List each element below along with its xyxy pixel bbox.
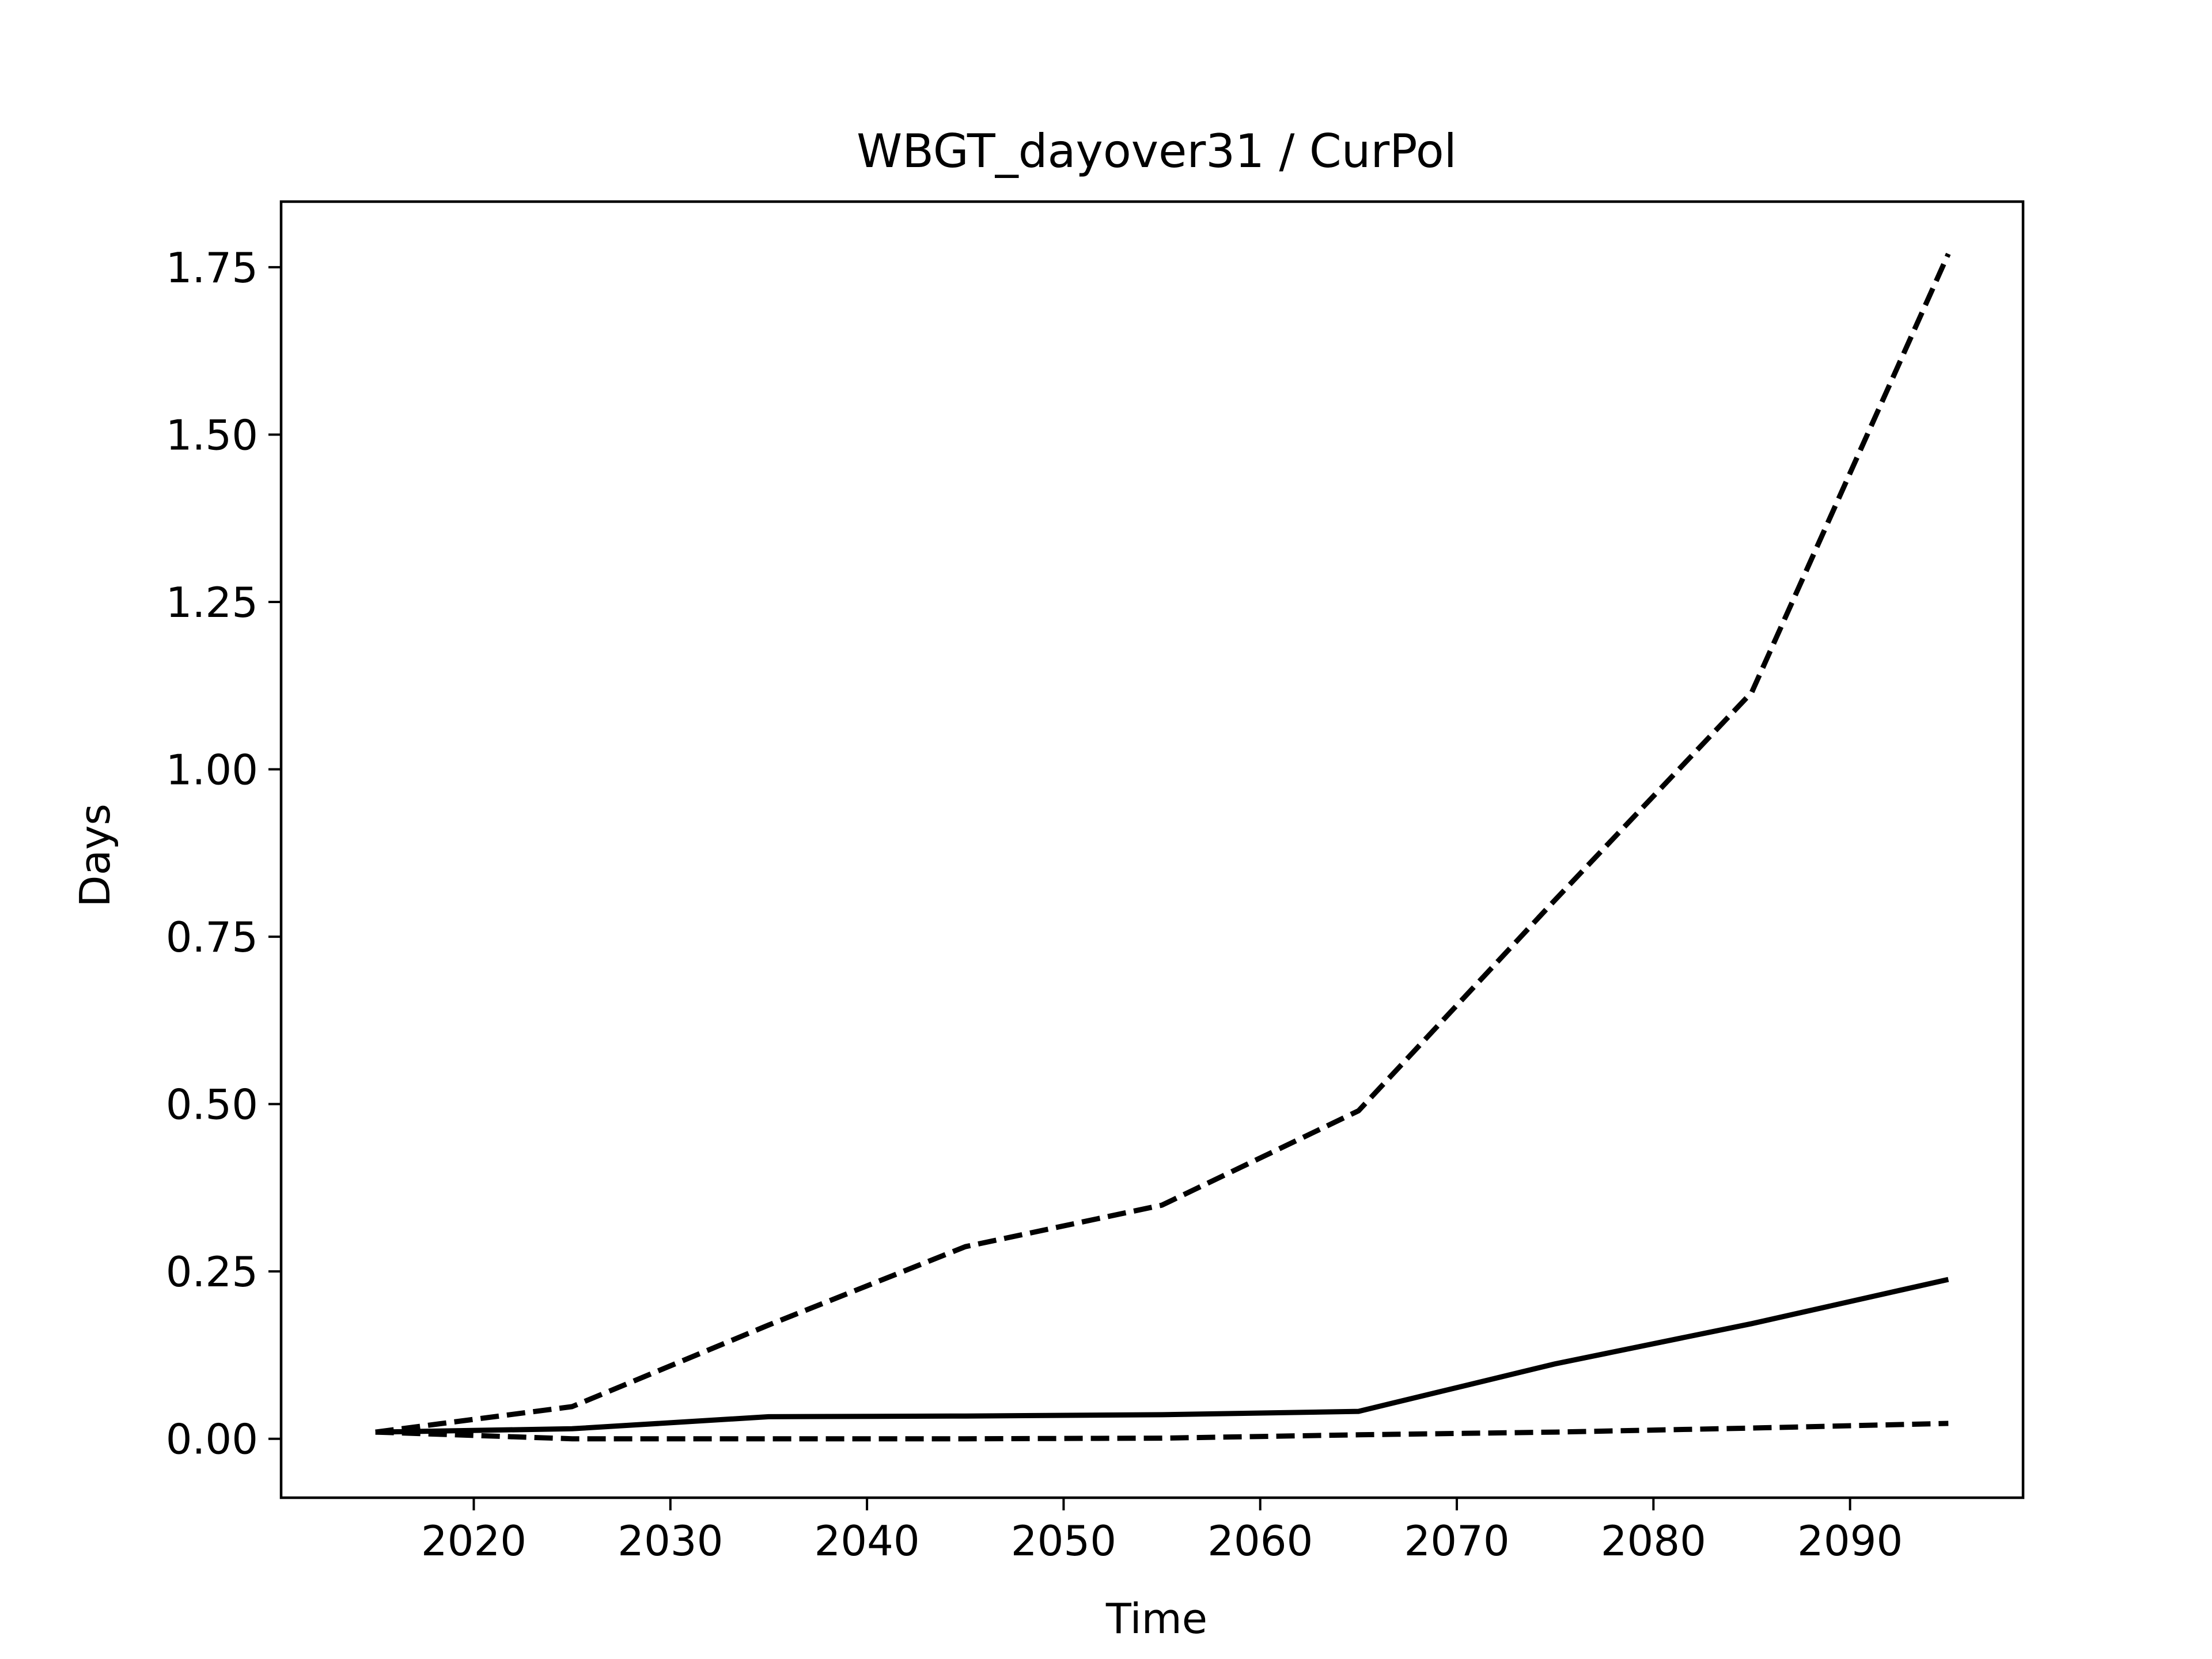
y-tick-label: 0.00 bbox=[166, 1415, 258, 1464]
y-tick-label: 0.50 bbox=[166, 1081, 258, 1129]
series-line-1 bbox=[375, 1277, 1949, 1435]
x-axis: 2020 2030 2040 2050 2060 2070 2080 2090 bbox=[421, 1498, 1903, 1565]
series-line-2 bbox=[375, 252, 1951, 1435]
y-tick-label: 1.50 bbox=[166, 411, 258, 459]
x-tick-label: 2050 bbox=[1011, 1517, 1116, 1565]
y-axis-label: Days bbox=[71, 804, 119, 907]
y-tick-label: 0.25 bbox=[166, 1248, 258, 1296]
x-tick-label: 2060 bbox=[1207, 1517, 1313, 1565]
x-tick-label: 2070 bbox=[1404, 1517, 1509, 1565]
series-line-3 bbox=[375, 1421, 1949, 1442]
x-axis-label: Time bbox=[1105, 1594, 1207, 1643]
y-tick-label: 1.75 bbox=[166, 244, 258, 292]
y-tick-label: 1.25 bbox=[166, 578, 258, 627]
x-tick-label: 2040 bbox=[814, 1517, 919, 1565]
chart-title: WBGT_dayover31 / CurPol bbox=[857, 124, 1457, 178]
x-tick-label: 2080 bbox=[1601, 1517, 1706, 1565]
y-tick-label: 1.00 bbox=[166, 746, 258, 794]
y-tick-label: 0.75 bbox=[166, 913, 258, 961]
y-axis: 0.00 0.25 0.50 0.75 1.00 1.25 1.50 1.75 bbox=[166, 244, 281, 1464]
axes-frame bbox=[279, 200, 2025, 1499]
x-tick-label: 2030 bbox=[618, 1517, 723, 1565]
x-tick-label: 2090 bbox=[1797, 1517, 1903, 1565]
plot-area bbox=[375, 252, 1951, 1442]
x-tick-label: 2020 bbox=[421, 1517, 527, 1565]
